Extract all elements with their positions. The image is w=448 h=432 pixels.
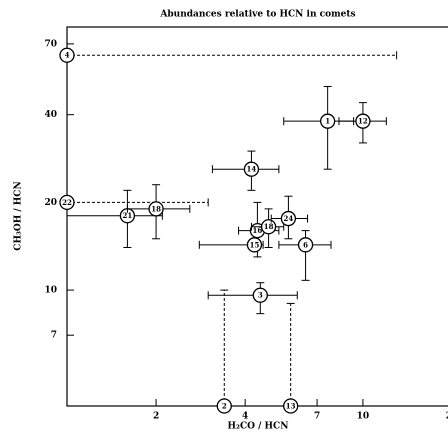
point-label: 13: [286, 402, 296, 411]
point: [297, 237, 314, 253]
y-tick-label: 10: [44, 286, 57, 296]
point: [246, 237, 263, 253]
x-tick-label: 2: [153, 412, 159, 422]
point-label: 4: [65, 51, 70, 60]
y-axis-label: CH₃OH / HCN: [14, 181, 24, 250]
point-label: 16: [253, 226, 263, 235]
point: [260, 219, 277, 235]
point-label: 3: [258, 291, 263, 300]
point-label: 14: [247, 165, 257, 174]
point-label: 18: [151, 204, 161, 213]
point-label: 1: [325, 117, 330, 126]
point: [243, 161, 260, 177]
point: [252, 287, 268, 303]
x-axis-label: H₂CO / HCN: [228, 422, 289, 432]
point-label: 12: [358, 117, 368, 126]
point: [148, 201, 164, 217]
point: [59, 194, 75, 211]
point: [283, 398, 299, 414]
point-label: 21: [123, 211, 133, 220]
point-label: 6: [303, 240, 308, 249]
point-label: 24: [284, 214, 294, 223]
point: [216, 398, 232, 414]
x-tick-label: 7: [314, 412, 320, 422]
y-tick-label: 7: [51, 331, 57, 341]
y-tick-label: 20: [44, 198, 57, 208]
y-tick-label: 70: [44, 39, 57, 49]
point-label: 18: [264, 222, 274, 231]
point: [355, 113, 371, 129]
point: [280, 210, 297, 227]
x-tick-label: 20: [446, 412, 448, 422]
point-label: 15: [250, 240, 260, 249]
x-tick-label: 4: [242, 412, 248, 422]
point: [59, 47, 75, 63]
chart-title: Abundances relative to HCN in comets: [159, 10, 355, 20]
point-label: 2: [222, 402, 227, 411]
point: [319, 113, 336, 129]
x-tick-label: 10: [357, 412, 370, 422]
y-tick-label: 40: [44, 110, 57, 120]
point-label: 22: [62, 198, 72, 207]
